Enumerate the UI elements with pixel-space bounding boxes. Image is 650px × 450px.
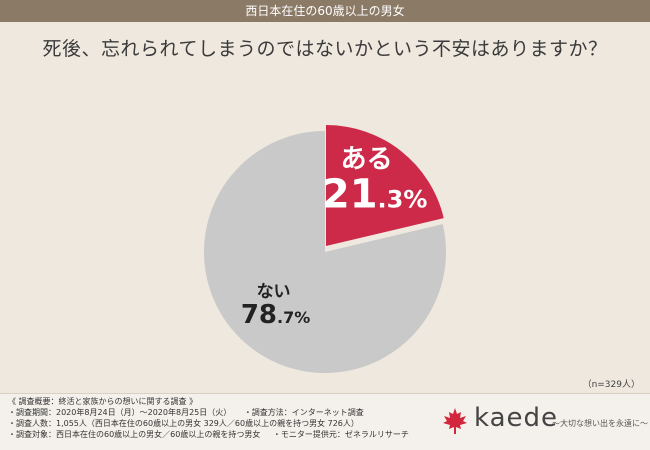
pie-slices <box>203 125 447 373</box>
header-title: 西日本在住の60歳以上の男女 <box>245 4 405 18</box>
slice-label: ない <box>257 282 291 302</box>
slice-value: 78.7% <box>241 300 310 330</box>
survey-method: ・調査方法：インターネット調査 <box>243 408 364 417</box>
pie-slice-yes <box>326 125 444 246</box>
pie-slice-no <box>203 131 447 373</box>
slice-label: ある <box>341 145 393 175</box>
survey-row: ・調査期間：2020年8月24日（月）〜2020年8月25日（火） ・調査方法：… <box>8 407 419 418</box>
survey-row: ・調査人数：1,055人（西日本在住の60歳以上の男女 329人／60歳以上の親… <box>8 418 419 429</box>
survey-row: ・調査対象：西日本在住の60歳以上の男女／60歳以上の親を持つ男女 ・モニター提… <box>8 429 419 440</box>
survey-overview-title: 《 調査概要：終活と家族からの想いに関する調査 》 <box>8 397 198 406</box>
survey-overview: 《 調査概要：終活と家族からの想いに関する調査 》 ・調査期間：2020年8月2… <box>8 396 419 440</box>
survey-target: ・調査対象：西日本在住の60歳以上の男女／60歳以上の親を持つ男女 <box>8 430 261 439</box>
sample-size-note: （n=329人） <box>582 380 640 390</box>
footer: 《 調査概要：終活と家族からの想いに関する調査 》 ・調査期間：2020年8月2… <box>0 393 650 450</box>
brand-tagline: 〜大切な想い出を永遠に〜 <box>552 419 648 428</box>
survey-provider: ・モニター提供元：ゼネラルリサーチ <box>272 430 409 439</box>
survey-period: ・調査期間：2020年8月24日（月）〜2020年8月25日（火） <box>8 408 232 417</box>
slice-value: 21.3% <box>322 172 428 218</box>
chart-question: 死後、忘れられてしまうのではないかという不安はありますか？ <box>42 38 608 60</box>
survey-count: ・調査人数：1,055人（西日本在住の60歳以上の男女 329人／60歳以上の親… <box>8 419 359 428</box>
header-bar: 西日本在住の60歳以上の男女 <box>0 0 650 22</box>
kaede-logo: kaede 〜大切な想い出を永遠に〜 <box>440 400 648 440</box>
brand-name: kaede <box>474 403 559 433</box>
maple-leaf-icon <box>443 408 467 434</box>
